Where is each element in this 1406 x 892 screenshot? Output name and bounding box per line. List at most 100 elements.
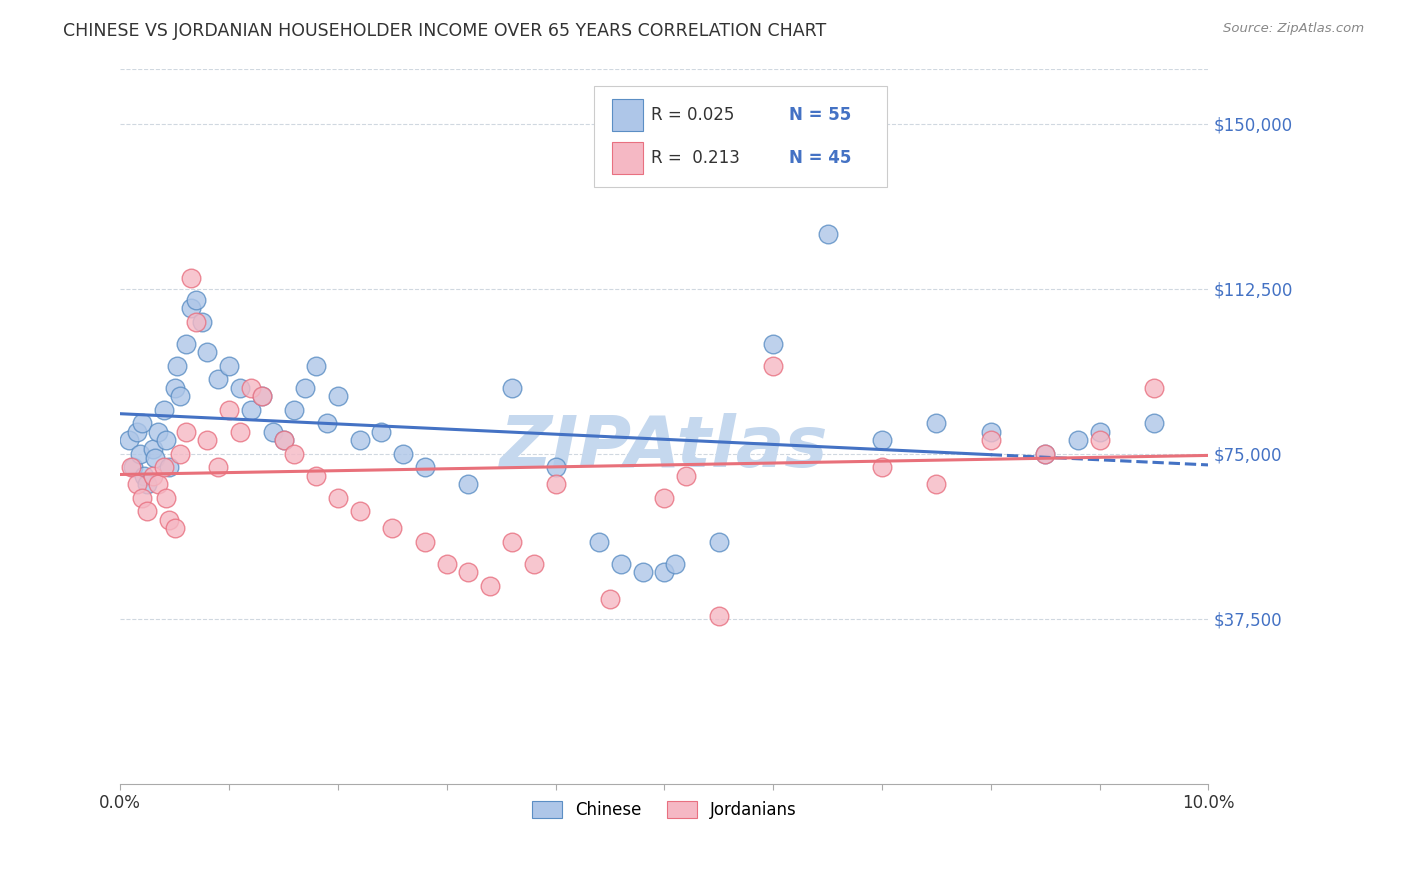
Point — [544, 459, 567, 474]
Point — [370, 425, 392, 439]
Point — [652, 566, 675, 580]
Point — [523, 557, 546, 571]
Point — [925, 416, 948, 430]
Point — [218, 359, 240, 373]
Point — [457, 566, 479, 580]
Point — [294, 381, 316, 395]
Point — [122, 459, 145, 474]
Point — [1067, 434, 1090, 448]
Point — [631, 566, 654, 580]
Point — [599, 591, 621, 606]
Point — [1088, 434, 1111, 448]
Point — [180, 270, 202, 285]
Point — [174, 425, 197, 439]
Point — [762, 359, 785, 373]
Point — [169, 447, 191, 461]
Point — [980, 434, 1002, 448]
Point — [131, 491, 153, 505]
Point — [707, 609, 730, 624]
Point — [925, 477, 948, 491]
Point — [153, 459, 176, 474]
Point — [262, 425, 284, 439]
Point — [218, 402, 240, 417]
FancyBboxPatch shape — [612, 142, 643, 174]
Point — [163, 521, 186, 535]
Point — [273, 434, 295, 448]
Point — [870, 459, 893, 474]
Point — [157, 459, 180, 474]
Legend: Chinese, Jordanians: Chinese, Jordanians — [526, 794, 803, 825]
Point — [316, 416, 339, 430]
Point — [134, 468, 156, 483]
Point — [1143, 381, 1166, 395]
Point — [207, 372, 229, 386]
Point — [142, 468, 165, 483]
Text: Source: ZipAtlas.com: Source: ZipAtlas.com — [1223, 22, 1364, 36]
Point — [229, 381, 252, 395]
Point — [157, 513, 180, 527]
Text: ZIPAtlas: ZIPAtlas — [501, 413, 828, 482]
Point — [413, 534, 436, 549]
Point — [1143, 416, 1166, 430]
Point — [142, 442, 165, 457]
Point — [326, 491, 349, 505]
Point — [762, 336, 785, 351]
Point — [166, 359, 188, 373]
Point — [283, 402, 305, 417]
Point — [1088, 425, 1111, 439]
Point — [186, 293, 208, 307]
Point — [501, 381, 523, 395]
Point — [195, 434, 218, 448]
Point — [148, 425, 170, 439]
Point — [652, 491, 675, 505]
Text: R =  0.213: R = 0.213 — [651, 149, 740, 167]
Point — [413, 459, 436, 474]
Point — [664, 557, 686, 571]
Point — [180, 301, 202, 316]
Point — [501, 534, 523, 549]
Point — [392, 447, 415, 461]
Point — [250, 389, 273, 403]
Text: N = 55: N = 55 — [789, 106, 852, 124]
Point — [155, 434, 177, 448]
Point — [148, 477, 170, 491]
Point — [817, 161, 839, 175]
Point — [349, 434, 371, 448]
Point — [610, 557, 633, 571]
Point — [1033, 447, 1056, 461]
Point — [381, 521, 404, 535]
Point — [169, 389, 191, 403]
Point — [125, 477, 148, 491]
Point — [305, 359, 328, 373]
Point — [1033, 447, 1056, 461]
Point — [118, 434, 141, 448]
Point — [239, 402, 262, 417]
Point — [136, 477, 159, 491]
Point — [305, 468, 328, 483]
Point — [588, 534, 610, 549]
Point — [136, 504, 159, 518]
Point — [239, 381, 262, 395]
Point — [143, 450, 166, 465]
Point — [436, 557, 458, 571]
Point — [155, 491, 177, 505]
Point — [153, 402, 176, 417]
FancyBboxPatch shape — [612, 99, 643, 131]
Point — [479, 579, 502, 593]
Point — [186, 315, 208, 329]
Point — [207, 459, 229, 474]
Point — [191, 315, 214, 329]
Text: CHINESE VS JORDANIAN HOUSEHOLDER INCOME OVER 65 YEARS CORRELATION CHART: CHINESE VS JORDANIAN HOUSEHOLDER INCOME … — [63, 22, 827, 40]
Point — [817, 227, 839, 241]
Point — [675, 468, 697, 483]
Point — [163, 381, 186, 395]
Point — [131, 416, 153, 430]
Point — [707, 534, 730, 549]
Point — [349, 504, 371, 518]
Point — [544, 477, 567, 491]
Point — [128, 447, 150, 461]
Point — [980, 425, 1002, 439]
FancyBboxPatch shape — [593, 87, 887, 186]
Point — [125, 425, 148, 439]
Text: R = 0.025: R = 0.025 — [651, 106, 735, 124]
